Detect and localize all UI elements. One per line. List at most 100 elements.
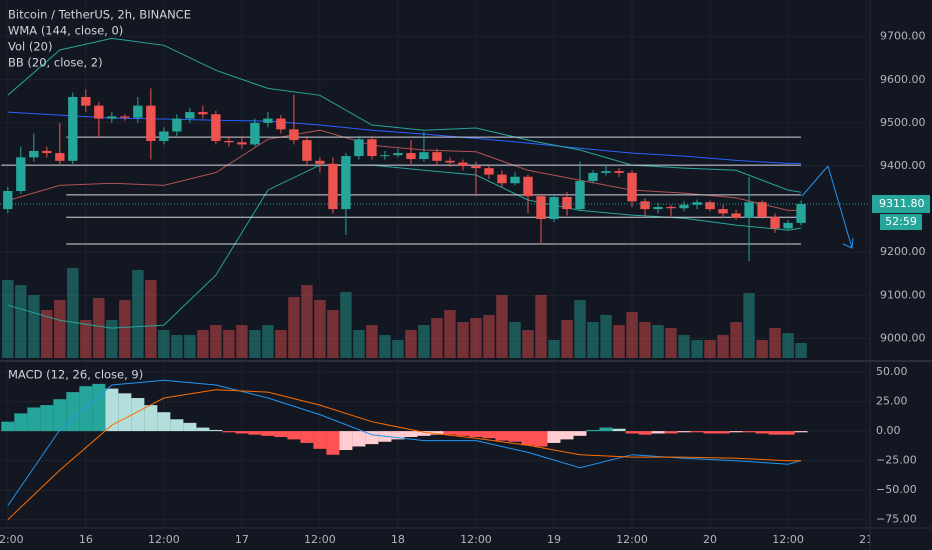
- macd-tick-label: −25.00: [876, 454, 917, 467]
- volume-bar: [509, 322, 521, 358]
- candle-body: [731, 213, 741, 218]
- macd-bar: [755, 431, 769, 434]
- y-tick-label: 9100.00: [880, 288, 926, 301]
- volume-bar: [717, 335, 729, 358]
- volume-bar: [184, 335, 196, 358]
- volume-bar: [483, 315, 495, 358]
- plot-area: 12:00 16 12:00 17 12:00 18 12:00 19 12:00 20 12:00…: [0, 37, 873, 546]
- candle-body: [796, 204, 806, 223]
- volume-bar: [678, 335, 690, 358]
- candle-body: [354, 139, 364, 157]
- volume-bar: [197, 330, 209, 358]
- x-tick-label: 21: [859, 533, 873, 546]
- macd-bar: [157, 412, 171, 432]
- candle-body: [406, 153, 416, 160]
- candle-body: [328, 163, 338, 210]
- macd-tick-label: 25.00: [876, 395, 908, 408]
- x-tick-label: 17: [235, 533, 249, 546]
- volume-bar: [223, 330, 235, 358]
- macd-bar: [404, 431, 418, 438]
- volume-bar: [93, 298, 105, 358]
- legend-entry: Vol (20): [8, 40, 52, 54]
- candle-body: [588, 172, 598, 182]
- volume-bar: [769, 328, 781, 358]
- volume-bar: [431, 318, 443, 358]
- candle-body: [419, 152, 429, 160]
- volume-bar: [15, 285, 27, 358]
- candle-body: [458, 162, 468, 166]
- volume-bar: [379, 335, 391, 358]
- volume-bar: [340, 292, 352, 358]
- macd-bar: [573, 431, 587, 436]
- candle-body: [198, 112, 208, 115]
- volume-bar: [106, 320, 118, 358]
- bb-lower: [7, 164, 802, 329]
- macd-bar: [599, 427, 613, 432]
- volume-bar: [652, 325, 664, 358]
- volume-bar: [730, 322, 742, 358]
- macd-bar: [638, 431, 652, 435]
- candle-body: [237, 142, 247, 145]
- candle-body: [471, 165, 481, 169]
- volume-bar: [639, 322, 651, 358]
- macd-bar: [79, 386, 93, 432]
- candle-body: [276, 118, 286, 130]
- macd-bar: [456, 431, 470, 436]
- volume-bar: [535, 295, 547, 358]
- volume-bar: [457, 322, 469, 358]
- volume-bar: [691, 340, 703, 358]
- volume-bar: [613, 325, 625, 358]
- volume-bar: [145, 280, 157, 358]
- volume-bar: [795, 343, 807, 358]
- macd-bar: [417, 431, 431, 436]
- candle-body: [172, 118, 182, 132]
- volume-bar: [665, 328, 677, 358]
- macd-bar: [40, 405, 54, 432]
- volume-bar: [132, 270, 144, 358]
- candle-body: [653, 206, 663, 210]
- candle-body: [133, 105, 143, 118]
- volume-bar: [418, 325, 430, 358]
- candle-body: [445, 160, 455, 163]
- candle-body: [692, 202, 702, 205]
- volume-bar: [327, 310, 339, 358]
- macd-bar: [196, 427, 210, 432]
- macd-bar: [469, 431, 483, 438]
- candle-body: [68, 97, 78, 161]
- macd-bar: [326, 431, 340, 455]
- candle-body: [523, 176, 533, 197]
- candle-body: [770, 216, 780, 229]
- macd-bar: [768, 431, 782, 435]
- candle-body: [211, 114, 221, 141]
- x-tick-label: 20: [703, 533, 717, 546]
- volume-bar: [171, 335, 183, 358]
- x-tick-label: 18: [391, 533, 405, 546]
- candle-body: [120, 116, 130, 118]
- macd-bar: [560, 431, 574, 440]
- macd-bar: [1, 421, 15, 432]
- volume-bar: [470, 318, 482, 358]
- projection-line: [827, 165, 853, 249]
- candle-body: [302, 140, 312, 161]
- y-tick-label: 9700.00: [880, 30, 926, 43]
- candle-body: [263, 118, 273, 123]
- macd-bar: [482, 431, 496, 439]
- volume-bar: [236, 325, 248, 358]
- volume-bar: [366, 325, 378, 358]
- macd-bar: [53, 399, 67, 432]
- volume-bar: [275, 330, 287, 358]
- candle-body: [3, 190, 13, 210]
- volume-bar: [561, 320, 573, 358]
- volume-bar: [301, 285, 313, 358]
- candle-body: [185, 112, 195, 119]
- candle-body: [601, 171, 611, 173]
- bb-upper: [7, 37, 802, 193]
- macd-bar: [430, 431, 444, 435]
- macd-line: [7, 379, 802, 506]
- macd-bar: [274, 431, 288, 438]
- x-tick-label: 12:00: [772, 533, 804, 546]
- x-tick-label: 12:00: [304, 533, 336, 546]
- candle-body: [94, 105, 104, 119]
- macd-bar: [118, 393, 132, 432]
- projection-arrows: [801, 165, 854, 249]
